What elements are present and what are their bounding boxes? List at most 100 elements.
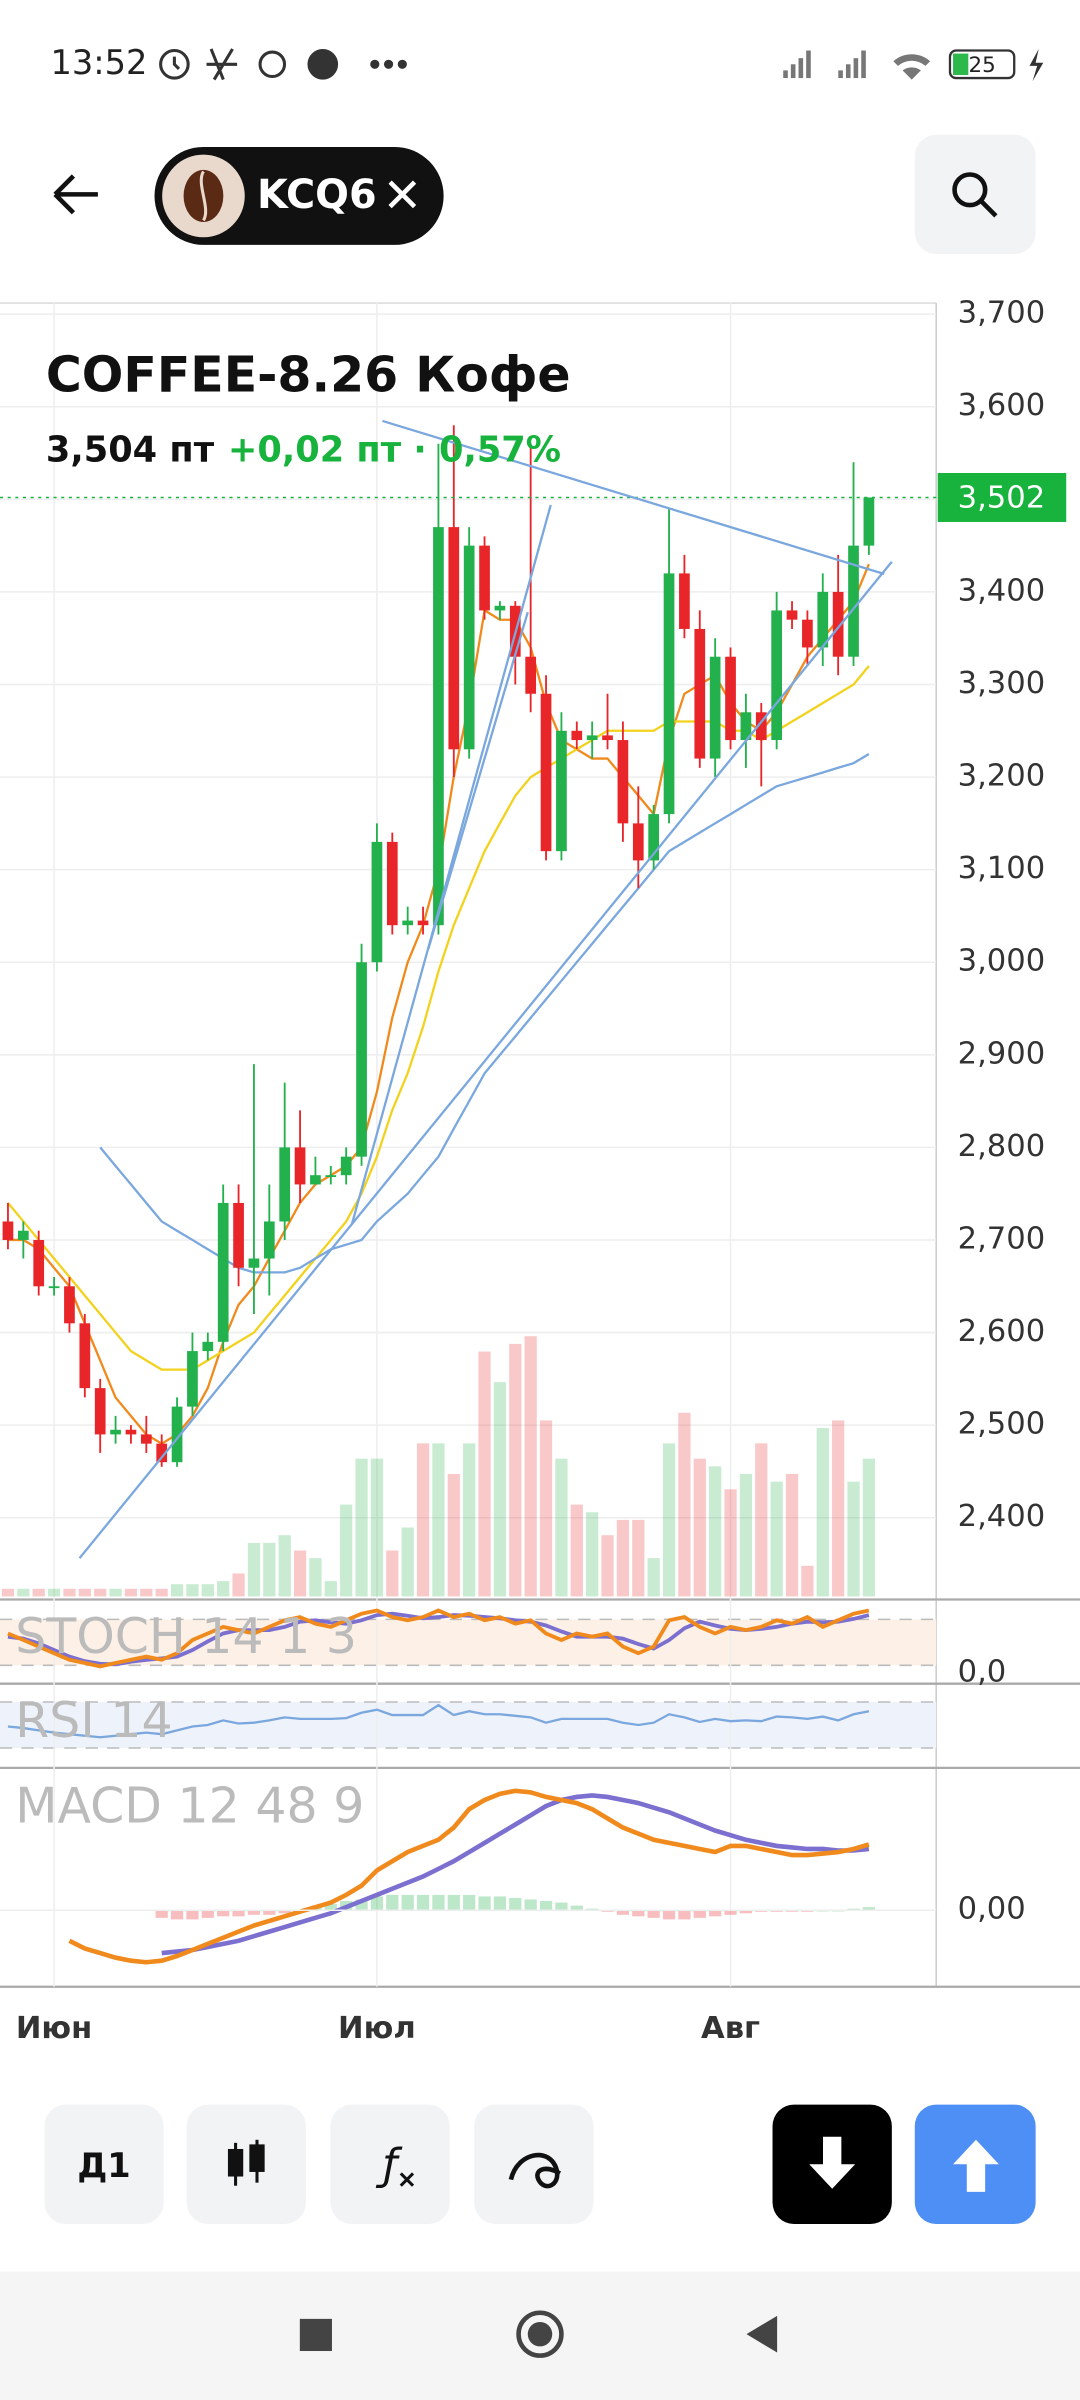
volume-bar — [186, 1584, 199, 1597]
volume-bar — [155, 1588, 168, 1597]
timeframe-button[interactable] — [44, 2104, 164, 2224]
drawing-button[interactable] — [474, 2104, 594, 2224]
chart-type-button[interactable] — [186, 2104, 306, 2224]
candle-body — [755, 712, 767, 741]
y-tick-label: 3,400 — [958, 573, 1046, 608]
volume-bar — [416, 1443, 430, 1597]
macd-histogram-bar — [386, 1894, 399, 1911]
rsi-line — [7, 1703, 870, 1739]
x-tick-label: Июл — [338, 2011, 416, 2046]
indicators-icon-x — [399, 2172, 415, 2187]
volume-bar — [401, 1527, 414, 1597]
macd-histogram-bar — [186, 1910, 199, 1920]
volume-bar — [693, 1458, 706, 1597]
volume-bar — [63, 1588, 76, 1597]
y-tick-label: 2,900 — [958, 1036, 1046, 1071]
instrument-title: COFFEE-8.26 Кофе — [46, 347, 571, 404]
candle-body — [586, 735, 598, 741]
macd-histogram-bar — [447, 1894, 460, 1911]
candle-body — [294, 1147, 306, 1185]
candle-body — [617, 740, 629, 824]
candle-body — [79, 1323, 91, 1389]
candle-body — [279, 1147, 291, 1222]
indicators-button[interactable] — [330, 2104, 450, 2224]
stoch-line — [7, 1608, 870, 1669]
macd-histogram-bar — [647, 1910, 660, 1918]
volume-bar — [662, 1443, 676, 1597]
macd-histogram-bar — [232, 1910, 245, 1917]
macd-histogram-bar — [739, 1910, 753, 1914]
nav-home[interactable] — [516, 2310, 564, 2358]
nav-recents[interactable] — [299, 2318, 332, 2352]
close-ticker[interactable] — [388, 180, 417, 209]
macd-histogram-bar — [524, 1899, 537, 1911]
pane-separators — [0, 1598, 1080, 1988]
candle-body — [540, 693, 552, 852]
volume-bar — [847, 1481, 860, 1597]
x-tick-label: Июн — [16, 2011, 92, 2046]
candle-body — [494, 605, 506, 611]
volume-bar — [386, 1550, 399, 1597]
candle-body — [110, 1429, 121, 1435]
candle-body — [694, 628, 706, 759]
volume-bar — [785, 1473, 799, 1597]
candle-body — [832, 591, 844, 657]
macd-histogram-bar — [785, 1910, 799, 1912]
y-tick-label: 2,500 — [958, 1407, 1046, 1442]
candle-body — [187, 1351, 198, 1407]
candle-body — [863, 497, 875, 546]
search-button[interactable] — [914, 134, 1036, 255]
macd-histogram-bar — [324, 1904, 337, 1911]
rsi-label: RSI 14 — [15, 1692, 172, 1749]
candle-body — [156, 1443, 168, 1463]
candle-body — [771, 610, 783, 741]
macd-histogram-bar — [678, 1910, 691, 1920]
y-tick-label: 3,600 — [958, 388, 1046, 423]
volume-bar — [555, 1458, 568, 1597]
candle-body — [202, 1341, 214, 1352]
volume-bar — [94, 1588, 107, 1597]
volume-bar — [570, 1504, 583, 1597]
macd-histogram-bar — [539, 1901, 553, 1911]
trend-lines — [78, 419, 893, 1559]
macd-histogram-bar — [370, 1896, 384, 1911]
volume-bar — [170, 1584, 184, 1597]
macd-histogram-bar — [601, 1910, 614, 1912]
y-tick-label: 3,700 — [958, 296, 1046, 331]
candle-body — [386, 841, 398, 926]
candle-body — [17, 1230, 29, 1240]
macd-histogram-bar — [555, 1902, 568, 1911]
candle-body — [94, 1388, 106, 1435]
macd-histogram-bar — [263, 1910, 276, 1915]
y-tick-label: 2,700 — [958, 1221, 1046, 1256]
volume-bar — [770, 1481, 783, 1597]
candle-body — [340, 1156, 352, 1176]
coffee-bean-line — [199, 170, 208, 222]
macd-line — [68, 1788, 870, 1965]
volume-bar — [862, 1458, 876, 1597]
battery-text: 25 — [968, 53, 995, 78]
price-change: +0,02 пт · 0,57% — [228, 430, 561, 471]
back-button[interactable] — [53, 174, 98, 215]
macd-histogram-bar — [862, 1907, 876, 1911]
volume-bar — [478, 1351, 491, 1597]
price: 3,504 пт — [46, 430, 215, 471]
status-icons — [159, 48, 407, 81]
macd-histogram-bar — [709, 1910, 722, 1917]
candle-body — [140, 1434, 152, 1444]
volume-bar — [755, 1443, 768, 1597]
volume-bar — [524, 1336, 537, 1597]
candle-body — [525, 656, 537, 694]
nav-back[interactable] — [746, 2315, 778, 2353]
macd-histogram-bar — [493, 1896, 507, 1911]
volume-bar — [432, 1443, 445, 1597]
candle-body — [48, 1286, 60, 1289]
stoch-label: STOCH 14 1 3 — [15, 1608, 357, 1665]
volume-bar — [247, 1542, 261, 1597]
volume-bar — [340, 1504, 353, 1597]
macd-tick-label: 0,00 — [958, 1892, 1026, 1927]
macd-histogram-bar — [801, 1910, 814, 1912]
volume-bar — [816, 1428, 829, 1597]
volume-bar — [539, 1420, 553, 1597]
